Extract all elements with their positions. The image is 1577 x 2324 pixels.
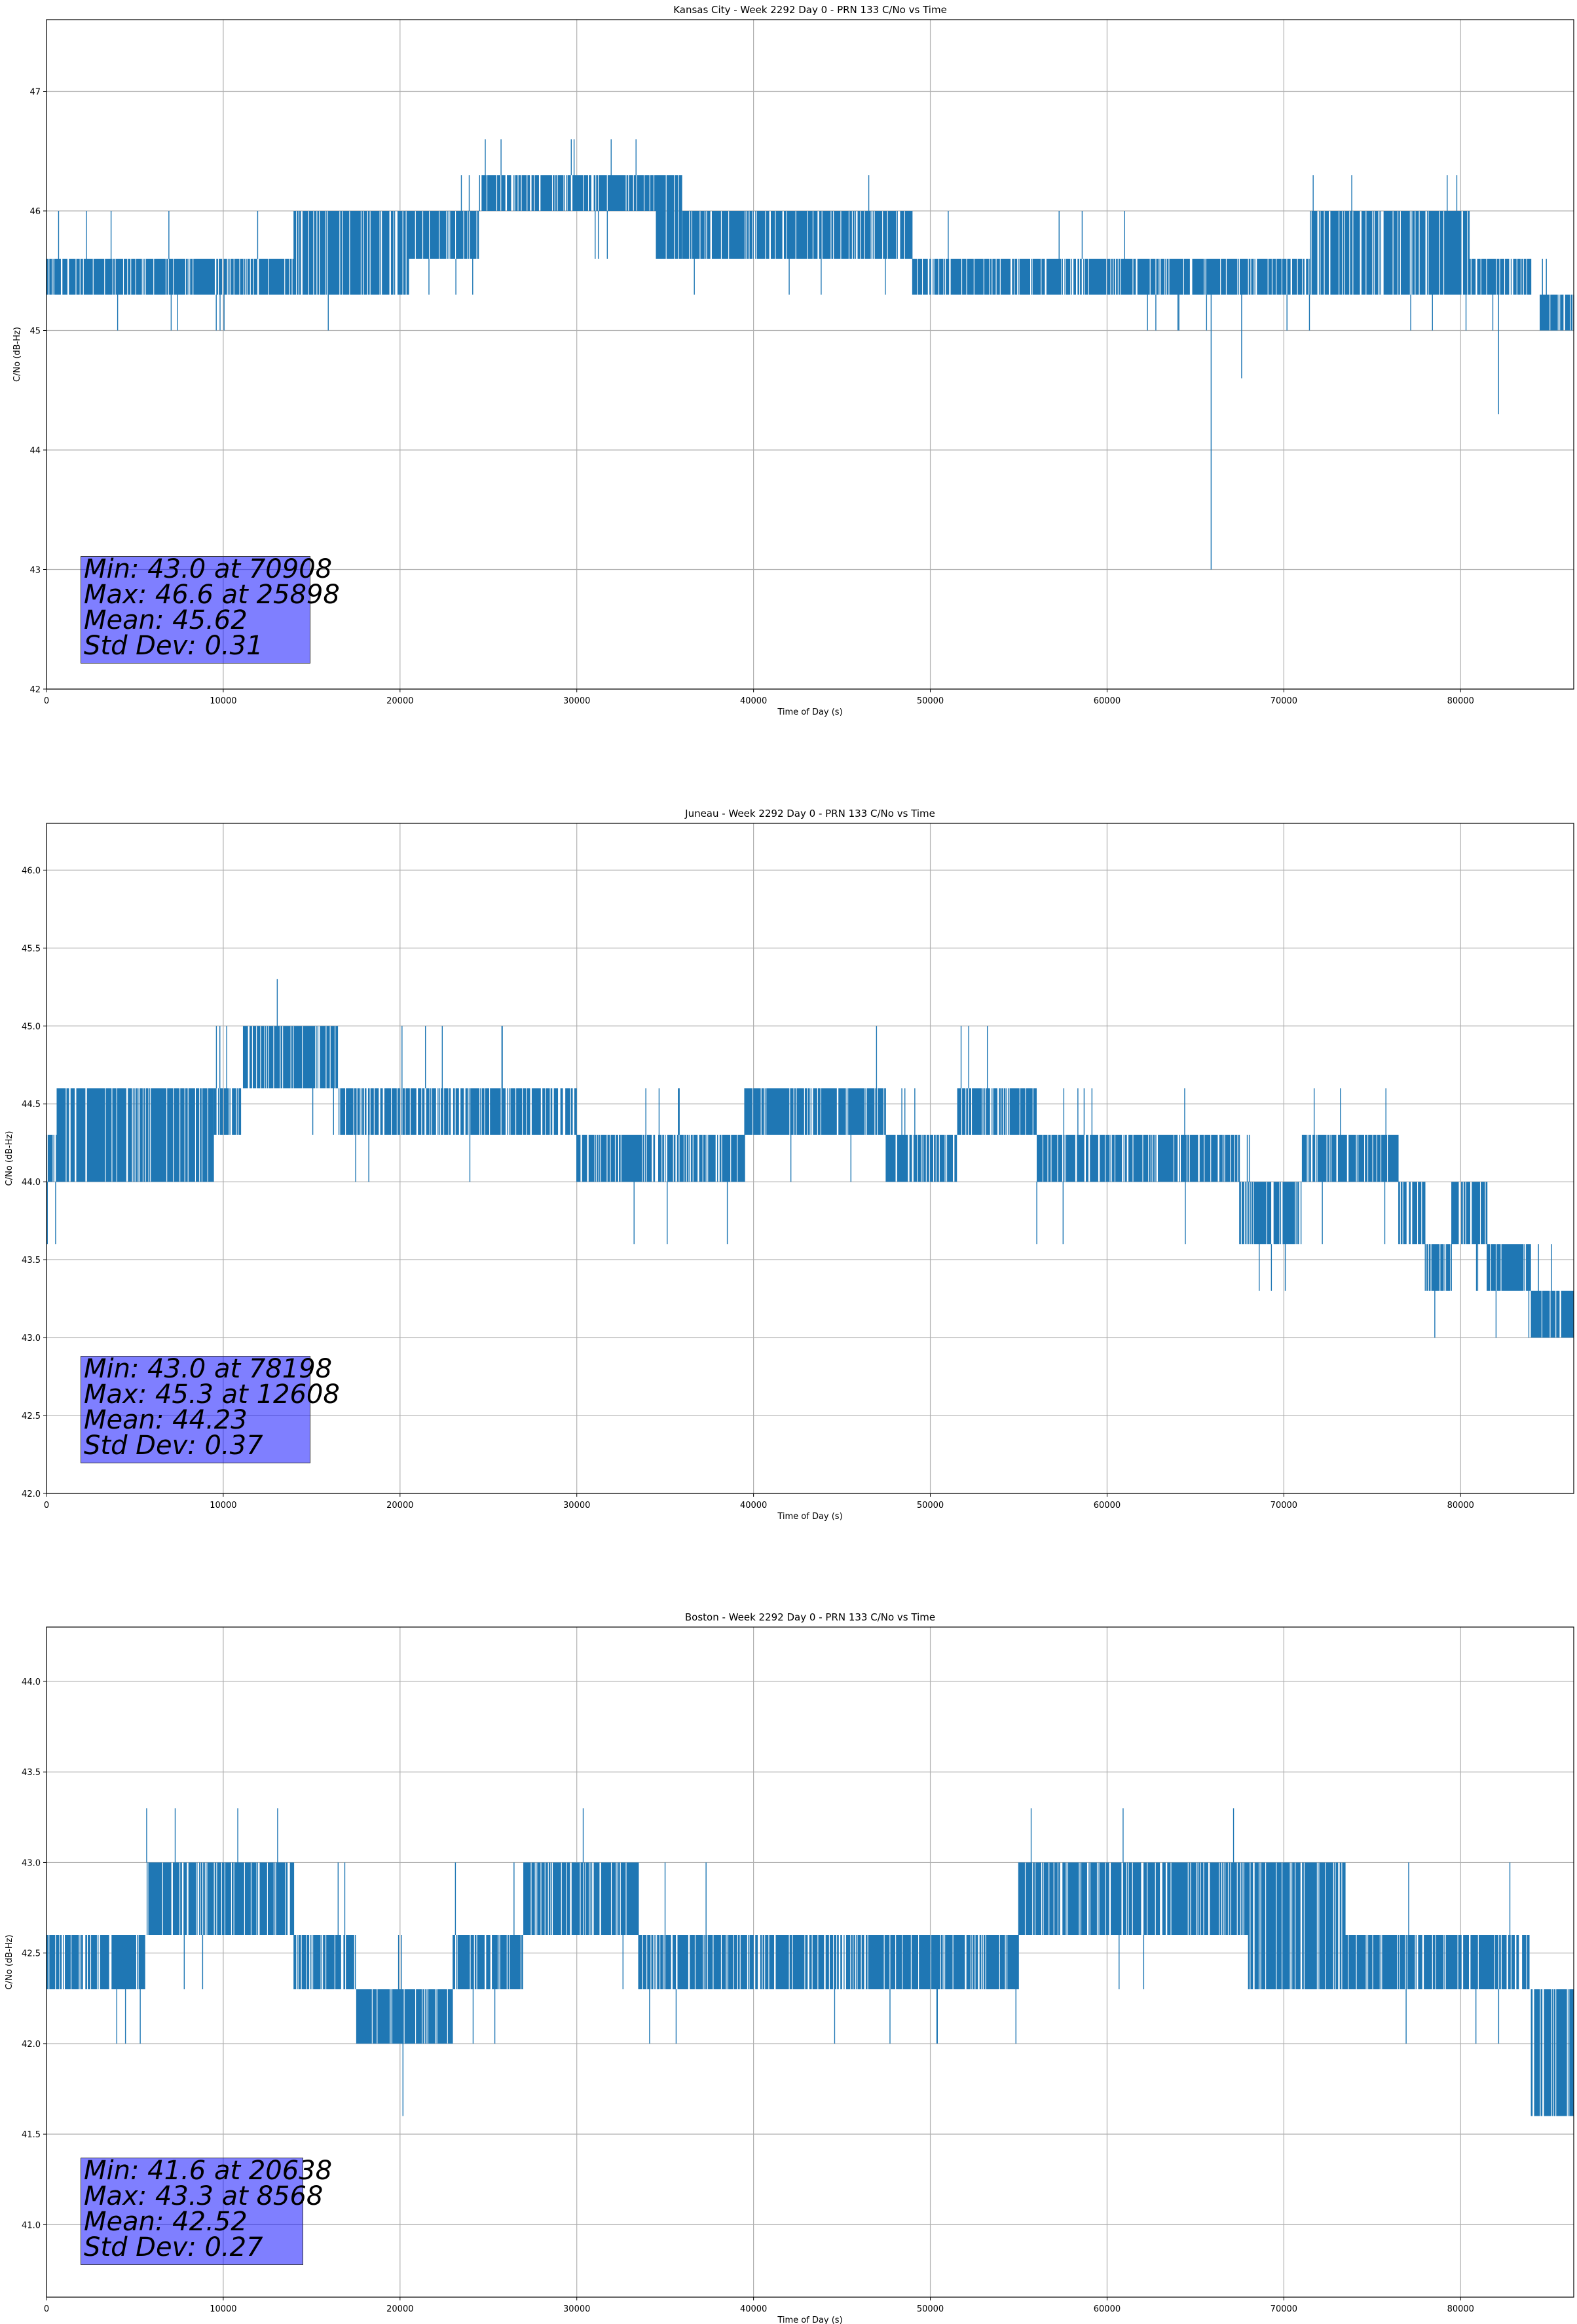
axes-frame bbox=[46, 823, 1574, 1494]
x-tick-label: 20000 bbox=[386, 2304, 413, 2314]
x-tick-label: 10000 bbox=[210, 2304, 236, 2314]
x-tick-label: 60000 bbox=[1094, 696, 1121, 706]
stat-min: Min: 41.6 at 20638 bbox=[84, 2156, 333, 2186]
y-tick-label: 45.0 bbox=[22, 1022, 41, 1032]
chart-title: Kansas City - Week 2292 Day 0 - PRN 133 … bbox=[673, 4, 947, 16]
stat-max: Max: 43.3 at 8568 bbox=[84, 2181, 324, 2211]
y-tick-label: 44 bbox=[29, 446, 41, 456]
y-tick-label: 43.5 bbox=[22, 1256, 41, 1265]
x-tick-label: 50000 bbox=[917, 1501, 944, 1510]
y-axis-label: C/No (dB-Hz) bbox=[12, 327, 22, 382]
y-tick-label: 44.0 bbox=[22, 1178, 41, 1188]
x-axis-label: Time of Day (s) bbox=[777, 1512, 842, 1522]
x-tick-label: 80000 bbox=[1447, 2304, 1474, 2314]
stat-min: Min: 43.0 at 78198 bbox=[84, 1354, 333, 1384]
y-tick-label: 42.0 bbox=[22, 1490, 41, 1499]
y-tick-label: 46.0 bbox=[22, 866, 41, 876]
x-tick-label: 30000 bbox=[563, 1501, 590, 1510]
x-tick-label: 40000 bbox=[740, 696, 767, 706]
y-tick-label: 44.5 bbox=[22, 1100, 41, 1110]
x-tick-label: 20000 bbox=[386, 696, 413, 706]
y-tick-label: 43 bbox=[29, 566, 41, 576]
y-tick-label: 41.5 bbox=[22, 2130, 41, 2140]
x-axis-label: Time of Day (s) bbox=[777, 2315, 842, 2324]
x-tick-label: 0 bbox=[44, 696, 49, 706]
y-tick-label: 43.0 bbox=[22, 1858, 41, 1868]
y-tick-label: 45 bbox=[29, 327, 41, 337]
stat-max: Max: 46.6 at 25898 bbox=[84, 580, 340, 610]
x-tick-label: 30000 bbox=[563, 696, 590, 706]
y-tick-label: 41.0 bbox=[22, 2221, 41, 2230]
stat-min: Min: 43.0 at 70908 bbox=[84, 554, 333, 584]
y-tick-label: 45.5 bbox=[22, 944, 41, 954]
axes-frame bbox=[46, 19, 1574, 690]
x-tick-label: 0 bbox=[44, 1501, 49, 1510]
x-axis-label: Time of Day (s) bbox=[777, 707, 842, 717]
stat-max: Max: 45.3 at 12608 bbox=[84, 1379, 340, 1410]
x-tick-label: 0 bbox=[44, 2304, 49, 2314]
y-tick-label: 43.5 bbox=[22, 1768, 41, 1778]
stat-std-dev: Std Dev: 0.31 bbox=[84, 631, 263, 661]
stat-mean: Mean: 42.52 bbox=[84, 2207, 248, 2237]
y-axis-label: C/No (dB-Hz) bbox=[5, 1935, 14, 1990]
stats-box-juneau: Min: 43.0 at 78198 Max: 45.3 at 12608 Me… bbox=[81, 1354, 340, 1463]
y-tick-label: 44.0 bbox=[22, 1677, 41, 1687]
x-tick-label: 70000 bbox=[1271, 2304, 1297, 2314]
x-tick-label: 10000 bbox=[210, 1501, 236, 1510]
x-tick-label: 50000 bbox=[917, 2304, 944, 2314]
chart-title: Juneau - Week 2292 Day 0 - PRN 133 C/No … bbox=[684, 808, 935, 819]
y-tick-label: 47 bbox=[29, 88, 41, 98]
y-tick-label: 42.5 bbox=[22, 1412, 41, 1421]
chart-title: Boston - Week 2292 Day 0 - PRN 133 C/No … bbox=[685, 1611, 935, 1623]
y-axis-label: C/No (dB-Hz) bbox=[5, 1131, 14, 1186]
y-tick-label: 42 bbox=[29, 685, 41, 695]
y-tick-label: 46 bbox=[29, 207, 41, 217]
x-tick-label: 80000 bbox=[1447, 1501, 1474, 1510]
x-tick-label: 50000 bbox=[917, 696, 944, 706]
stat-mean: Mean: 44.23 bbox=[84, 1405, 248, 1435]
x-tick-label: 40000 bbox=[740, 1501, 767, 1510]
x-tick-label: 60000 bbox=[1094, 2304, 1121, 2314]
x-tick-label: 80000 bbox=[1447, 696, 1474, 706]
x-tick-label: 60000 bbox=[1094, 1501, 1121, 1510]
x-tick-label: 70000 bbox=[1271, 1501, 1297, 1510]
y-tick-label: 42.5 bbox=[22, 1949, 41, 1959]
stats-box-boston: Min: 41.6 at 20638 Max: 43.3 at 8568 Mea… bbox=[81, 2156, 333, 2265]
y-tick-label: 43.0 bbox=[22, 1334, 41, 1343]
stat-std-dev: Std Dev: 0.37 bbox=[84, 1431, 263, 1461]
axes-frame bbox=[46, 1626, 1574, 2298]
stat-std-dev: Std Dev: 0.27 bbox=[84, 2232, 263, 2262]
y-tick-label: 42.0 bbox=[22, 2040, 41, 2050]
x-tick-label: 10000 bbox=[210, 696, 236, 706]
x-tick-label: 40000 bbox=[740, 2304, 767, 2314]
stat-mean: Mean: 45.62 bbox=[84, 605, 248, 635]
x-tick-label: 70000 bbox=[1271, 696, 1297, 706]
stats-box-kansas-city: Min: 43.0 at 70908 Max: 46.6 at 25898 Me… bbox=[81, 554, 340, 664]
x-tick-label: 30000 bbox=[563, 2304, 590, 2314]
x-tick-label: 20000 bbox=[386, 1501, 413, 1510]
